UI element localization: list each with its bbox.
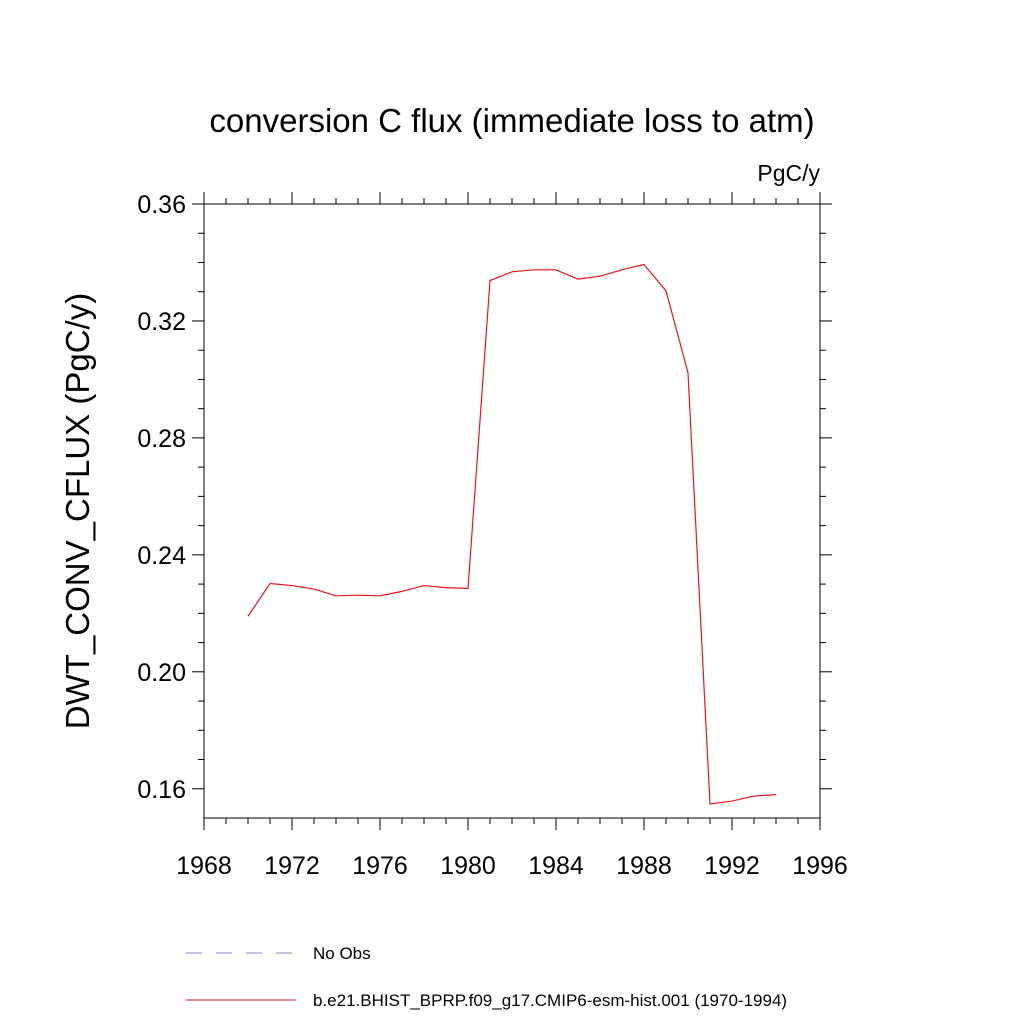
legend: No Obs b.e21.BHIST_BPRP.f09_g17.CMIP6-esm… (186, 944, 787, 1010)
x-tick-label: 1980 (440, 852, 496, 880)
x-tick-label: 1996 (792, 852, 848, 880)
units-label: PgC/y (757, 160, 820, 186)
x-tick-label: 1988 (616, 852, 672, 880)
y-tick-label: 0.16 (137, 776, 186, 804)
y-tick-label: 0.20 (137, 659, 186, 687)
series-layer (247, 263, 777, 805)
axis-ticks (192, 192, 832, 830)
chart-title: conversion C flux (immediate loss to atm… (209, 102, 814, 139)
x-tick-label: 1992 (704, 852, 760, 880)
y-tick-label: 0.32 (137, 308, 186, 336)
legend-label-1: b.e21.BHIST_BPRP.f09_g17.CMIP6-esm-hist.… (313, 991, 787, 1010)
x-tick-label: 1976 (352, 852, 408, 880)
x-tick-label: 1972 (264, 852, 320, 880)
tick-labels: 1968 1972 1976 1980 1984 1988 1992 1996 0.16 0.20… (137, 191, 847, 880)
x-tick-label: 1984 (528, 852, 584, 880)
plot-frame (203, 203, 821, 819)
y-axis-label: DWT_CONV_CFLUX (PgC/y) (59, 293, 96, 729)
y-tick-label: 0.24 (137, 542, 186, 570)
x-tick-label: 1968 (176, 852, 232, 880)
legend-label-0: No Obs (313, 944, 371, 963)
y-tick-label: 0.36 (137, 191, 186, 219)
series-line-1 (247, 263, 777, 805)
y-tick-label: 0.28 (137, 425, 186, 453)
